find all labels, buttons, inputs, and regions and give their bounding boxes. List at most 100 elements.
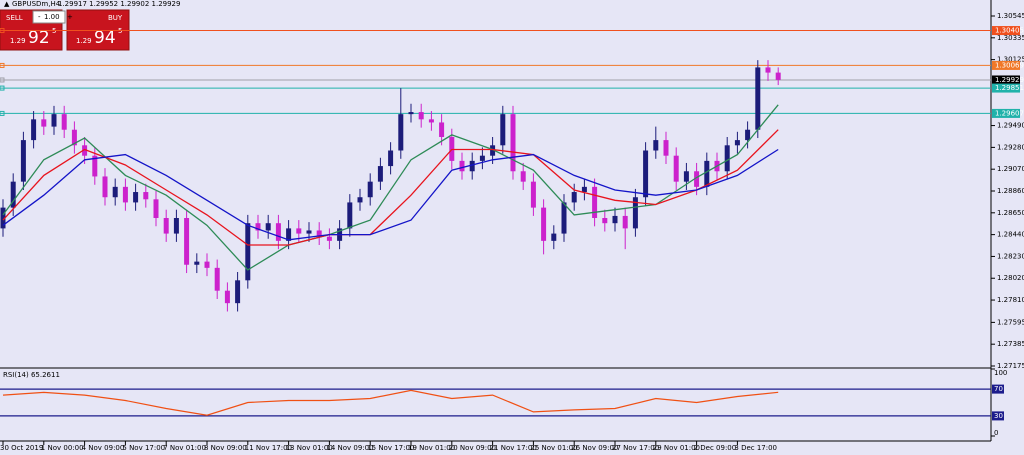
sell-price-head: 1.29 — [10, 37, 26, 45]
candle-body — [245, 223, 251, 281]
buy-button[interactable] — [66, 9, 130, 51]
x-tick-label: 15 Nov 17:00 — [367, 444, 414, 452]
candle-body — [673, 155, 679, 182]
candle-body — [541, 207, 547, 241]
candle-body — [653, 140, 659, 151]
x-tick-label: 8 Nov 09:00 — [204, 444, 247, 452]
lot: 1.00 — [44, 13, 60, 21]
x-tick-label: 25 Nov 01:00 — [530, 444, 577, 452]
x-tick-label: 30 Oct 2019 — [0, 444, 43, 452]
y-tick-label: 1.27595 — [997, 318, 1024, 326]
sell-price-big: 92 — [28, 28, 50, 48]
rsi-line — [2, 389, 779, 416]
price-label-box — [992, 60, 1020, 70]
price-label-box — [992, 108, 1020, 118]
y-tick-label: 1.30125 — [997, 56, 1024, 64]
candle-body — [418, 112, 424, 120]
y-tick-label: 0 — [994, 429, 998, 437]
candle-body — [367, 181, 373, 198]
candle-body — [31, 119, 37, 141]
symbol: GBPUSDm,H4 — [12, 0, 61, 8]
candle-body — [428, 119, 434, 123]
candle-body — [632, 197, 638, 229]
candle-body — [469, 160, 475, 172]
candle-body — [530, 181, 536, 208]
candle-body — [510, 114, 516, 172]
candle-body — [571, 192, 577, 203]
x-tick-label: 5 Nov 17:00 — [122, 444, 165, 452]
candle-body — [561, 202, 567, 234]
y-tick-label: 1.27175 — [997, 362, 1024, 370]
candle-body — [602, 218, 608, 224]
lot-plus[interactable]: + — [67, 13, 73, 21]
price-label: 1.30069 — [995, 61, 1024, 69]
lot-field[interactable] — [32, 10, 66, 24]
candle-body — [643, 150, 649, 198]
candle-body — [663, 140, 669, 156]
y-tick-label: 1.28650 — [997, 209, 1024, 217]
x-tick-label: 29 Nov 01:00 — [653, 444, 700, 452]
candle-body — [204, 261, 210, 268]
candle-body — [306, 230, 312, 234]
candle-body — [683, 171, 689, 182]
candle-body — [194, 261, 200, 265]
candle-body — [490, 145, 496, 156]
sell-label: SELL — [6, 14, 23, 22]
candle-body — [377, 166, 383, 182]
x-tick-label: 26 Nov 09:00 — [571, 444, 618, 452]
quote: 1.29917 1.29952 1.29902 1.29929 — [58, 0, 180, 8]
y-tick-label: 1.29280 — [997, 143, 1024, 151]
candle-body — [143, 192, 149, 200]
x-tick-label: 11 Nov 17:00 — [245, 444, 292, 452]
y-tick-label: 1.27385 — [997, 340, 1024, 348]
x-tick-label: 4 Nov 09:00 — [82, 444, 125, 452]
candle-body — [520, 171, 526, 182]
x-tick-label: 3 Dec 17:00 — [734, 444, 777, 452]
candle-body — [775, 72, 781, 80]
candle-body — [408, 112, 414, 115]
candle-body — [51, 114, 57, 127]
symbol-marker: ▲ — [4, 0, 10, 8]
x-tick-label: 20 Nov 09:00 — [449, 444, 496, 452]
price-line-handle — [0, 110, 5, 116]
candle-body — [398, 114, 404, 151]
candle-body — [92, 155, 98, 177]
candle-body — [439, 122, 445, 137]
candle-body — [316, 230, 322, 237]
x-tick-label: 2 Dec 09:00 — [694, 444, 737, 452]
lot-minus[interactable]: - — [38, 13, 41, 21]
candle-body — [704, 160, 710, 187]
candle-body — [10, 181, 16, 208]
price-label: 1.30405 — [995, 27, 1024, 35]
x-tick-label: 14 Nov 09:00 — [326, 444, 373, 452]
candle-body — [765, 67, 771, 73]
price-line-handle — [0, 62, 5, 68]
candle-body — [745, 129, 751, 141]
x-tick-label: 1 Nov 00:00 — [41, 444, 84, 452]
candle-body — [612, 215, 618, 224]
trade-panel: SELL BUY - 1.00 + 1.29 92 5 1.29 94 5 — [0, 9, 130, 51]
price-label: 1.29607 — [995, 109, 1024, 117]
x-tick-label: 19 Nov 01:00 — [408, 444, 455, 452]
buy-price-head: 1.29 — [76, 37, 92, 45]
candle-body — [0, 207, 6, 229]
x-tick-label: 27 Nov 17:00 — [612, 444, 659, 452]
candle-body — [622, 215, 628, 229]
y-tick-label: 1.28860 — [997, 187, 1024, 195]
candle-body — [61, 114, 67, 130]
candle-body — [265, 223, 271, 231]
candle-body — [286, 228, 292, 241]
candle-body — [153, 199, 159, 219]
candle-body — [224, 290, 230, 304]
candle-body — [173, 218, 179, 234]
y-tick-label: 70 — [994, 385, 1003, 393]
candle-body — [112, 186, 118, 198]
price-label-box — [992, 75, 1020, 85]
price-label: 1.29929 — [995, 76, 1024, 84]
candle-body — [82, 145, 88, 156]
buy-price-big: 94 — [94, 28, 116, 48]
candle-body — [459, 160, 465, 172]
candle-body — [734, 140, 740, 146]
candle-body — [20, 140, 26, 182]
